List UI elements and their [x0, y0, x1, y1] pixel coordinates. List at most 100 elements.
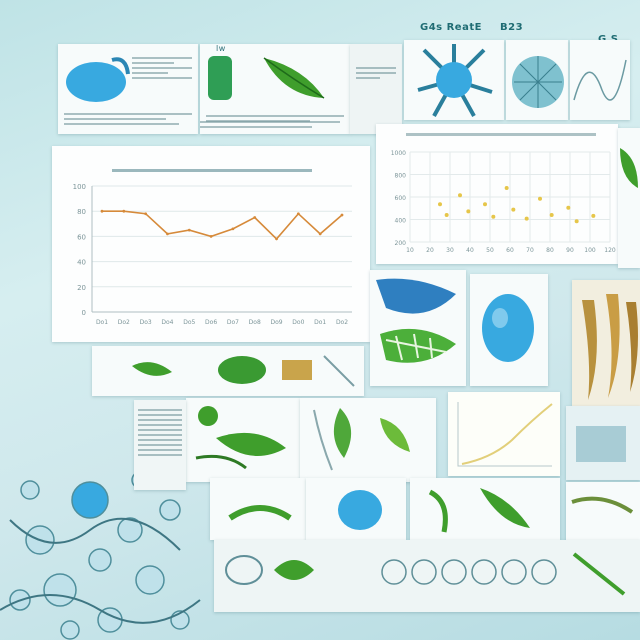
panel-vase	[58, 44, 198, 134]
panel-leaves-1	[186, 398, 300, 482]
y-tick-label: 0	[82, 309, 86, 317]
data-point	[340, 213, 344, 217]
bubble	[88, 548, 112, 572]
panel-bottom-wide	[214, 540, 640, 612]
series-line	[102, 210, 343, 241]
scatter-point	[466, 209, 471, 214]
x-tick-label: 20	[426, 247, 434, 254]
x-tick-label: 120	[604, 247, 616, 254]
growth-curve	[457, 402, 553, 467]
data-point	[122, 209, 126, 213]
data-point	[166, 232, 169, 236]
water-droplet-icon	[482, 294, 534, 362]
top-label-0: G4s ReatE	[420, 22, 482, 33]
line-chart: 100 80 60 40 20 0 Do1 Do2 Do3 Do4 Do5 Do6 Do7 Do8 Do9 D…	[73, 183, 352, 326]
x-tick-label: 60	[506, 247, 514, 254]
x-tick-label: Do1	[314, 319, 326, 326]
x-tick-label: Do9	[270, 319, 282, 326]
bubble	[159, 499, 181, 521]
scatter-point	[444, 213, 449, 217]
x-tick-label: 100	[584, 247, 596, 254]
bubble	[117, 517, 143, 543]
panel-cell	[404, 40, 504, 120]
leaf-icon	[376, 278, 456, 363]
panel-curves	[570, 40, 630, 120]
scatter-point	[566, 205, 571, 210]
scatter-point	[591, 213, 596, 218]
x-tick-label: Do1	[96, 319, 108, 326]
water-droplet-icon	[338, 490, 382, 530]
y-tick-label: 40	[77, 259, 86, 267]
bubble	[135, 565, 165, 595]
panel-seaweed	[572, 280, 640, 406]
panel-blue-leaf	[370, 270, 466, 386]
data-point	[231, 227, 235, 231]
panel-scatter-chart: 1000 800 600 400 200 10 20 30 40 50 60 70 80 90 100 120	[376, 124, 618, 264]
data-point	[187, 228, 191, 232]
scatter-point	[574, 219, 579, 224]
y-tick-label: 20	[77, 284, 86, 292]
seaweed-icon	[582, 294, 638, 400]
panel-net	[506, 40, 568, 120]
data-point	[144, 212, 148, 216]
x-tick-label: Do2	[118, 319, 130, 326]
scatter-point	[538, 196, 542, 201]
bubble-connector	[9, 517, 181, 551]
panel-bottom-drop	[306, 478, 406, 540]
x-tick-label: Do7	[227, 319, 239, 326]
y-tick-label: 400	[395, 218, 407, 225]
bubble	[43, 573, 77, 607]
y-tick-label: 600	[395, 195, 407, 202]
panel-blue-egg	[470, 274, 548, 386]
scatter-point	[524, 216, 529, 221]
panel-thumb-row	[92, 346, 364, 396]
y-tick-label: 1000	[391, 150, 406, 157]
x-tick-label: 90	[566, 247, 574, 254]
panel-line-chart: 100 80 60 40 20 0 Do1 Do2 Do3 Do4 Do5 Do6 Do7 Do8 Do9 D…	[52, 146, 370, 342]
top-label-3: G S	[598, 34, 618, 45]
data-point	[296, 212, 300, 216]
water-droplet-icon	[66, 57, 130, 102]
data-point	[275, 237, 278, 241]
data-point	[253, 216, 257, 219]
y-tick-label: 100	[73, 183, 86, 191]
panel-bottom-1	[210, 478, 306, 540]
panel-side-drawing	[566, 406, 640, 480]
data-point	[100, 209, 104, 213]
bubble	[71, 481, 109, 519]
scatter-point	[504, 186, 509, 190]
x-tick-label: 80	[546, 247, 554, 254]
panel-left-doc	[134, 400, 186, 490]
panel-bottle: lw	[200, 44, 350, 134]
leaf-icon	[208, 56, 325, 100]
top-label-1: lw	[216, 44, 226, 53]
x-tick-label: Do0	[292, 319, 304, 326]
data-point	[209, 235, 213, 238]
y-tick-label: 60	[77, 233, 86, 241]
scatter-point	[458, 193, 462, 198]
panel-bottom-right	[566, 482, 640, 546]
bubble	[20, 480, 40, 500]
y-tick-label: 800	[395, 173, 407, 180]
bubble-connector	[0, 594, 201, 624]
scatter-point	[483, 202, 487, 207]
panel-bottom-3	[410, 478, 560, 540]
panel-growth-chart	[448, 392, 560, 476]
x-tick-label: Do5	[183, 319, 195, 326]
x-tick-label: 40	[466, 247, 474, 254]
x-tick-label: Do8	[249, 319, 261, 326]
x-tick-label: 30	[446, 247, 454, 254]
y-tick-label: 200	[395, 240, 407, 247]
panel-right-leaf	[618, 128, 640, 268]
x-tick-label: 10	[406, 247, 414, 254]
panel-sketch	[350, 44, 402, 134]
scatter-point	[511, 207, 516, 212]
x-tick-label: Do3	[140, 319, 152, 326]
top-label-2: B23	[500, 22, 524, 33]
x-tick-label: Do6	[205, 319, 217, 326]
x-tick-label: 70	[526, 247, 534, 254]
leaf-icon	[313, 408, 410, 471]
x-tick-label: Do4	[161, 319, 173, 326]
cell-icon	[417, 44, 493, 117]
